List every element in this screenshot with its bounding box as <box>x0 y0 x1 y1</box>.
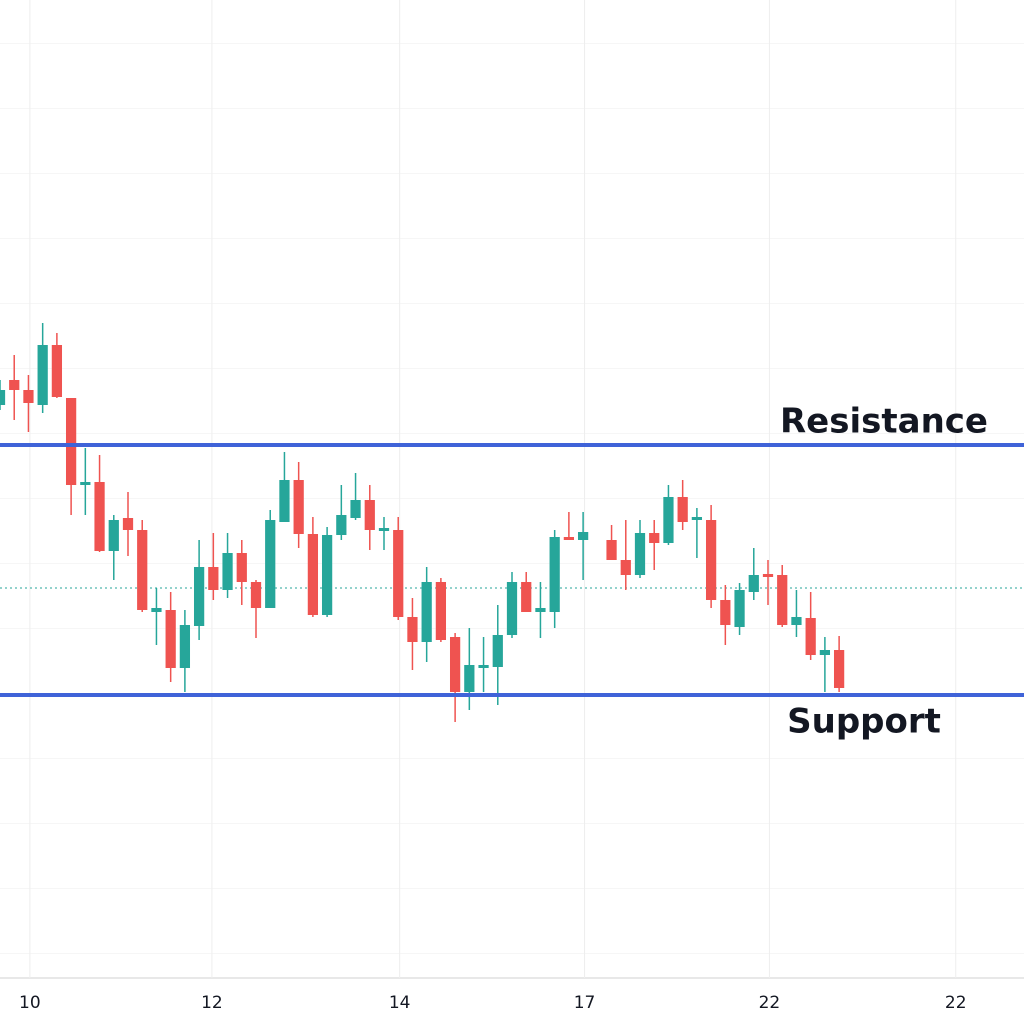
x-tick-label: 10 <box>19 993 41 1013</box>
candle-body <box>791 617 802 625</box>
candle-body <box>421 582 432 642</box>
candle-body <box>535 608 546 612</box>
candle-body <box>606 540 617 560</box>
candle-body <box>80 482 91 485</box>
candle-body <box>236 553 247 582</box>
candle-body <box>94 482 105 551</box>
level-label: Support <box>787 702 941 742</box>
x-tick-label: 22 <box>945 993 967 1013</box>
candle-body <box>649 533 660 543</box>
x-tick-label: 12 <box>201 993 223 1013</box>
candle-body <box>179 625 191 668</box>
candle-body <box>464 665 475 692</box>
candle-body <box>549 537 560 612</box>
candle-body <box>250 582 262 608</box>
candle-body <box>265 520 276 608</box>
candle-body <box>378 528 390 531</box>
candle-body <box>293 480 304 534</box>
candle-body <box>748 575 759 592</box>
x-tick-label: 22 <box>759 993 781 1013</box>
candle-body <box>435 582 447 640</box>
grid-background <box>0 0 1024 978</box>
candle-body <box>222 553 233 590</box>
candle-body <box>65 398 77 485</box>
level-label: Resistance <box>780 402 988 442</box>
candle-body <box>151 608 162 612</box>
candle-body <box>705 520 717 600</box>
x-tick-label: 14 <box>389 993 411 1013</box>
candle-body <box>663 497 674 543</box>
candle-body <box>165 610 176 668</box>
x-tick-label: 17 <box>574 993 596 1013</box>
candle-body <box>620 560 631 575</box>
candle-body <box>819 650 831 655</box>
candle-body <box>691 517 703 520</box>
candle-body <box>762 574 774 577</box>
candle-body <box>521 582 532 612</box>
candle-body <box>37 345 48 405</box>
candle-body <box>108 520 119 551</box>
candle-body <box>51 345 63 397</box>
candle-body <box>23 390 34 403</box>
candle-body <box>478 665 489 668</box>
candle-body <box>307 534 319 615</box>
candle-body <box>321 535 333 615</box>
candle-body <box>720 600 731 625</box>
candle-body <box>122 518 134 530</box>
candle-body <box>577 532 589 540</box>
candle-body <box>805 618 816 655</box>
candle-body <box>634 533 646 575</box>
candle-body <box>506 582 518 635</box>
candle-body <box>9 380 20 390</box>
candle-body <box>677 497 688 522</box>
candle-body <box>734 590 745 627</box>
candle-body <box>137 530 148 610</box>
candle-body <box>350 500 361 518</box>
candle-body <box>364 500 375 530</box>
candle-body <box>336 515 347 535</box>
candle-body <box>407 617 418 642</box>
candle-body <box>492 635 503 667</box>
candle-body <box>393 530 404 617</box>
candle-body <box>449 637 461 692</box>
candle-body <box>279 480 290 522</box>
candle-body <box>563 537 575 540</box>
candle-body <box>193 567 205 626</box>
candle-body <box>833 650 845 688</box>
candle-body <box>777 575 788 625</box>
candle-body <box>0 390 6 405</box>
candle-body <box>208 567 219 590</box>
